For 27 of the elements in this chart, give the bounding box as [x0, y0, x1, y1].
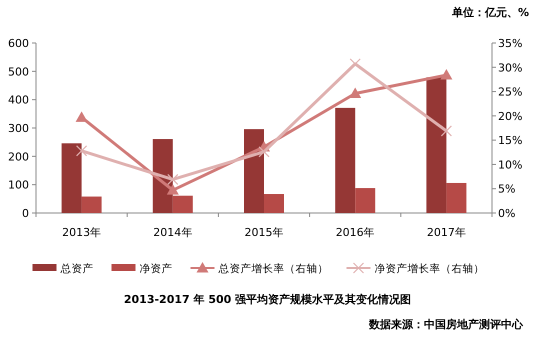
legend-label: 净资产增长率（右轴）	[374, 262, 484, 275]
y2-tick-label: 35%	[498, 37, 522, 50]
source-note: 数据来源：中国房地产测评中心	[368, 318, 524, 331]
x-tick-label: 2017年	[426, 226, 466, 239]
text: 2013-2017 年 500 强平均资产规模水平及其变化情况图	[124, 293, 412, 306]
y-tick-label: 200	[8, 150, 29, 164]
y-tick-label: 100	[8, 178, 29, 192]
y-tick-label: 600	[8, 37, 29, 50]
legend-label: 总资产增长率（右轴）	[218, 262, 328, 275]
x-tick-label: 2013年	[62, 226, 102, 239]
y2-tick-label: 0%	[498, 207, 516, 220]
y-tick-label: 400	[8, 94, 29, 107]
x-tick-label: 2016年	[336, 226, 375, 239]
y-tick-label: 0	[22, 207, 29, 220]
y2-tick-label: 10%	[498, 158, 522, 172]
y2-tick-label: 5%	[498, 182, 516, 196]
y-tick-label: 300	[8, 122, 29, 135]
y-tick-label: 500	[8, 65, 29, 78]
y2-tick-label: 20%	[498, 110, 522, 123]
text: 单位：亿元、%	[450, 6, 529, 19]
x-tick-label: 2015年	[244, 226, 284, 239]
y2-tick-label: 15%	[498, 134, 522, 148]
y2-tick-label: 25%	[498, 86, 522, 99]
x-tick-label: 2014年	[153, 226, 192, 239]
legend-label: 净资产	[140, 262, 172, 275]
legend-label: 总资产	[60, 262, 94, 275]
y2-tick-label: 30%	[498, 61, 522, 74]
